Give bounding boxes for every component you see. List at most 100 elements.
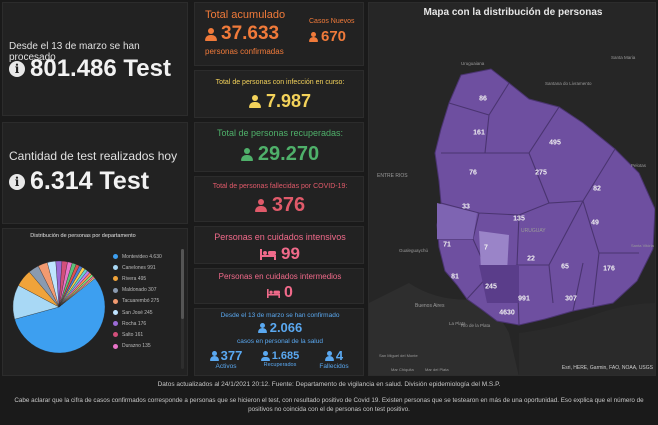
pie-slice[interactable] xyxy=(14,278,106,354)
legend-item[interactable]: Rivera 495 xyxy=(113,273,181,284)
map-place-label: La Plata xyxy=(449,321,466,326)
map-place-label: Uruguaiana xyxy=(461,61,485,66)
active-value: 7.987 xyxy=(265,91,312,111)
total-label: Total acumulado xyxy=(205,9,286,21)
recovered-panel: Total de personas recuperadas: 29.270 xyxy=(194,122,364,172)
deceased-panel: Total de personas fallecidas por COVID-1… xyxy=(194,176,364,222)
dept-highlight xyxy=(437,203,477,239)
dept-count-label[interactable]: 245 xyxy=(485,283,497,291)
pie-chart xyxy=(12,260,106,354)
dept-count-label[interactable]: 135 xyxy=(513,215,525,223)
intensive-value: 99 xyxy=(281,244,300,263)
dept-count-label[interactable]: 33 xyxy=(462,203,470,211)
person-icon xyxy=(257,322,267,333)
dept-count-label[interactable]: 76 xyxy=(469,169,477,177)
legend-swatch xyxy=(113,276,118,282)
dept-count-label[interactable]: 275 xyxy=(535,169,547,177)
total-panel: Total acumulado 37.633 personas confirma… xyxy=(194,2,364,66)
dept-count-label[interactable]: 307 xyxy=(565,295,577,303)
legend-item[interactable]: Canelones 991 xyxy=(113,262,181,273)
today-value: 6.314 Test xyxy=(30,167,150,195)
health-line2: casos en personal de la salud xyxy=(236,338,323,345)
legend-item[interactable]: San José 245 xyxy=(113,307,181,318)
legend-item[interactable]: Tacuarembó 275 xyxy=(113,296,181,307)
legend-item[interactable]: Durazno 135 xyxy=(113,341,181,352)
dept-count-label[interactable]: 161 xyxy=(473,129,485,137)
legend-swatch xyxy=(113,298,118,304)
fallecidos-label: Fallecidos xyxy=(319,363,349,370)
legend-swatch xyxy=(113,343,118,349)
intermediate-label: Personas en cuidados intermedios xyxy=(218,272,342,281)
dept-count-label[interactable]: 495 xyxy=(549,139,561,147)
legend-label: Rocha 176 xyxy=(122,320,147,327)
uruguay-map[interactable] xyxy=(369,3,656,376)
intermediate-value: 0 xyxy=(284,284,293,301)
recuperados-label: Recuperados xyxy=(263,362,297,368)
legend-label: Rivera 495 xyxy=(122,275,147,282)
recovered-label: Total de personas recuperadas: xyxy=(216,128,344,138)
legend-label: Salto 161 xyxy=(122,331,144,338)
deceased-label: Total de personas fallecidas por COVID-1… xyxy=(212,183,348,190)
dept-count-label[interactable]: 4630 xyxy=(499,309,515,317)
person-icon xyxy=(209,350,219,361)
dept-count-label[interactable]: 176 xyxy=(603,265,615,273)
pie-slice[interactable] xyxy=(58,277,96,308)
legend-swatch xyxy=(113,265,118,271)
recuperados-value: 1.685 xyxy=(271,350,300,362)
map-place-label: Pelotas xyxy=(631,163,647,168)
dept-highlight xyxy=(479,231,509,273)
map-place-label: Gualeguaychú xyxy=(399,248,429,253)
processed-panel: Desde el 13 de marzo se han procesado i … xyxy=(2,2,188,116)
bed-icon xyxy=(260,248,277,260)
dept-count-label[interactable]: 65 xyxy=(561,263,569,271)
map-title: Mapa con la distribución de personas xyxy=(423,7,603,18)
dept-count-label[interactable]: 49 xyxy=(591,219,599,227)
dept-count-label[interactable]: 991 xyxy=(518,295,530,303)
legend-item[interactable]: Montevideo 4.630 xyxy=(113,251,181,262)
legend-label: Durazno 135 xyxy=(122,343,151,350)
legend-swatch xyxy=(113,321,118,327)
dept-count-label[interactable]: 22 xyxy=(527,255,535,263)
person-icon xyxy=(240,148,253,161)
health-line1: Desde el 13 de marzo se han confirmado xyxy=(220,312,340,319)
footer-line2: Cabe aclarar que la cifra de casos confi… xyxy=(14,397,644,413)
dept-count-label[interactable]: 71 xyxy=(443,241,451,249)
pie-panel: Distribución de personas por departament… xyxy=(2,228,188,376)
country-shape xyxy=(434,68,655,326)
pie-legend: Montevideo 4.630 Canelones 991 Rivera 495 M… xyxy=(113,251,181,352)
dept-count-label[interactable]: 7 xyxy=(484,244,488,252)
intensive-panel: Personas en cuidados intensivos 99 xyxy=(194,226,364,264)
dept-count-label[interactable]: 82 xyxy=(593,185,601,193)
new-value: 670 xyxy=(321,28,347,45)
map-place-label: Mar del Plata xyxy=(425,367,449,372)
map-place-label: URUGUAY xyxy=(521,228,546,234)
legend-scrollbar[interactable] xyxy=(181,249,184,369)
map-panel[interactable]: Mapa con la distribución de personas Uru… xyxy=(368,2,656,376)
map-place-label: Mar Chiquita xyxy=(391,367,414,372)
active-panel: Total de personas con infección en curso… xyxy=(194,70,364,118)
legend-swatch xyxy=(113,287,118,293)
map-place-label: Buenos Aires xyxy=(415,303,445,309)
dept-count-label[interactable]: 86 xyxy=(479,95,487,103)
legend-item[interactable]: Rocha 176 xyxy=(113,318,181,329)
deceased-value: 376 xyxy=(271,194,306,216)
info-icon: i xyxy=(9,173,25,190)
pie-title: Distribución de personas por departament… xyxy=(30,233,136,239)
info-icon: i xyxy=(9,61,25,77)
total-sub: personas confirmadas xyxy=(205,47,284,56)
health-value: 2.066 xyxy=(269,320,303,335)
recovered-value: 29.270 xyxy=(257,143,320,165)
person-icon xyxy=(309,31,318,42)
activos-label: Activos xyxy=(215,363,237,370)
processed-label: Desde el 13 de marzo se han procesado xyxy=(9,41,140,63)
person-icon xyxy=(254,199,267,212)
legend-label: Montevideo 4.630 xyxy=(122,253,162,260)
fallecidos-value: 4 xyxy=(335,348,344,363)
map-place-label: San Miguel del Monte xyxy=(379,353,418,358)
dept-count-label[interactable]: 81 xyxy=(451,273,459,281)
new-label: Casos Nuevos xyxy=(309,18,355,25)
legend-label: Maldonado 307 xyxy=(122,287,157,294)
legend-item[interactable]: Maldonado 307 xyxy=(113,285,181,296)
map-place-label: Rio de la Plata xyxy=(461,323,491,328)
legend-item[interactable]: Salto 161 xyxy=(113,329,181,340)
